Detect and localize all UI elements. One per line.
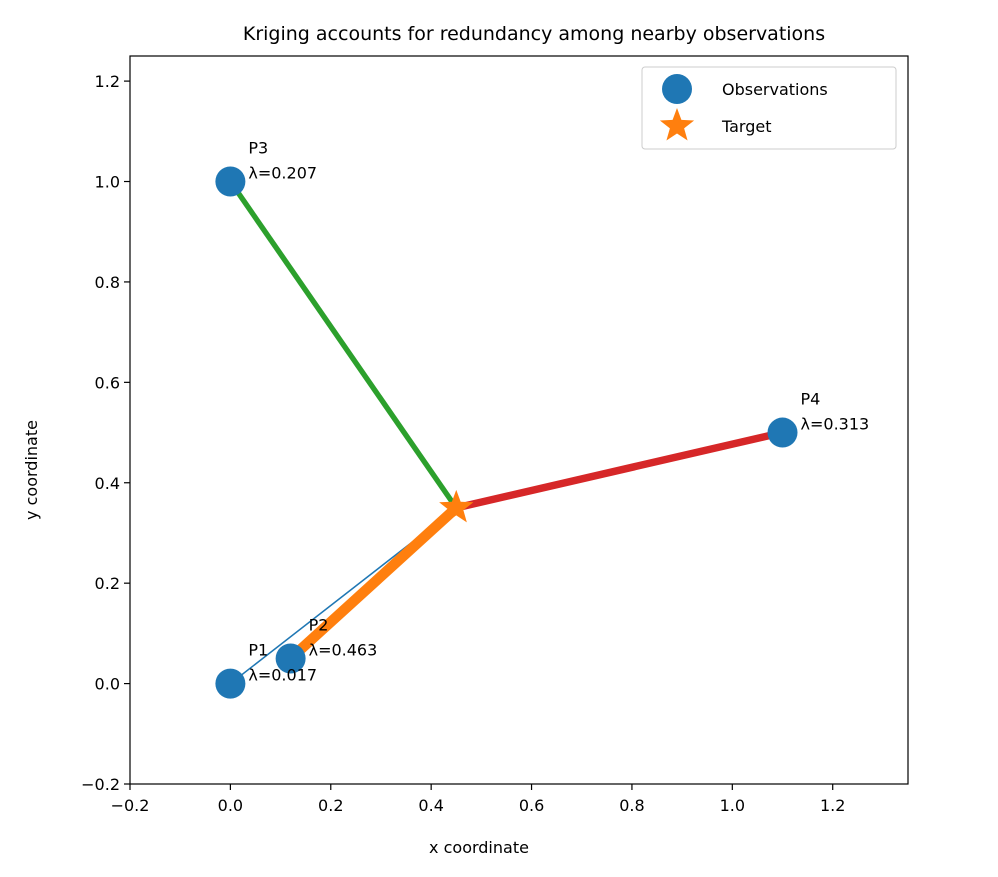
observation-point-p2 <box>275 643 306 674</box>
legend-observations-icon <box>662 74 692 104</box>
point-name-p1: P1 <box>248 641 268 660</box>
x-tick-label: 0.4 <box>418 796 443 815</box>
legend-label: Target <box>721 117 772 136</box>
y-tick-label: 0.8 <box>95 273 120 292</box>
weight-line-p3 <box>228 179 459 510</box>
chart-title: Kriging accounts for redundancy among ne… <box>243 23 825 45</box>
x-tick-label: 1.2 <box>820 796 845 815</box>
x-axis-label: x coordinate <box>429 838 529 857</box>
legend-target-icon <box>659 108 695 141</box>
observation-point-p4 <box>767 417 798 448</box>
legend: Observations Target <box>641 66 897 150</box>
x-tick-label: 0.6 <box>519 796 544 815</box>
point-name-p2: P2 <box>309 615 329 634</box>
point-weight-p2: λ=0.463 <box>309 640 378 659</box>
point-name-p4: P4 <box>801 390 821 409</box>
y-tick-label: 1.0 <box>95 173 120 192</box>
plot-frame <box>129 55 909 785</box>
point-weight-p4: λ=0.313 <box>801 415 870 434</box>
observation-point-p1 <box>215 668 246 699</box>
x-tick-label: 0.8 <box>619 796 644 815</box>
y-tick-label: −0.2 <box>81 775 120 794</box>
observation-point-p3 <box>215 166 246 197</box>
point-weight-p3: λ=0.207 <box>248 164 317 183</box>
weight-line-p4 <box>455 428 784 512</box>
y-tick-label: 0.6 <box>95 373 120 392</box>
legend-label: Observations <box>722 80 828 99</box>
legend-box <box>641 66 897 150</box>
y-tick-label: 0.0 <box>95 675 120 694</box>
plot-area: P1 λ=0.017 P2 λ=0.463 P3 λ=0.207 P4 λ=0.313 <box>215 139 869 699</box>
point-weight-p1: λ=0.017 <box>248 666 317 685</box>
x-axis: −0.2 0.0 0.2 0.4 0.6 0.8 1.0 1.2 <box>111 784 845 815</box>
weight-line-p2 <box>287 503 460 663</box>
x-tick-label: 0.0 <box>218 796 243 815</box>
y-axis-label: y coordinate <box>22 420 41 520</box>
y-axis: −0.2 0.0 0.2 0.4 0.6 0.8 1.0 1.2 <box>81 72 130 794</box>
x-tick-label: 1.0 <box>720 796 745 815</box>
point-name-p3: P3 <box>248 139 268 158</box>
y-tick-label: 0.4 <box>95 474 120 493</box>
target-marker <box>439 489 474 523</box>
y-tick-label: 1.2 <box>95 72 120 91</box>
x-tick-label: 0.2 <box>318 796 343 815</box>
y-tick-label: 0.2 <box>95 574 120 593</box>
x-tick-label: −0.2 <box>111 796 150 815</box>
